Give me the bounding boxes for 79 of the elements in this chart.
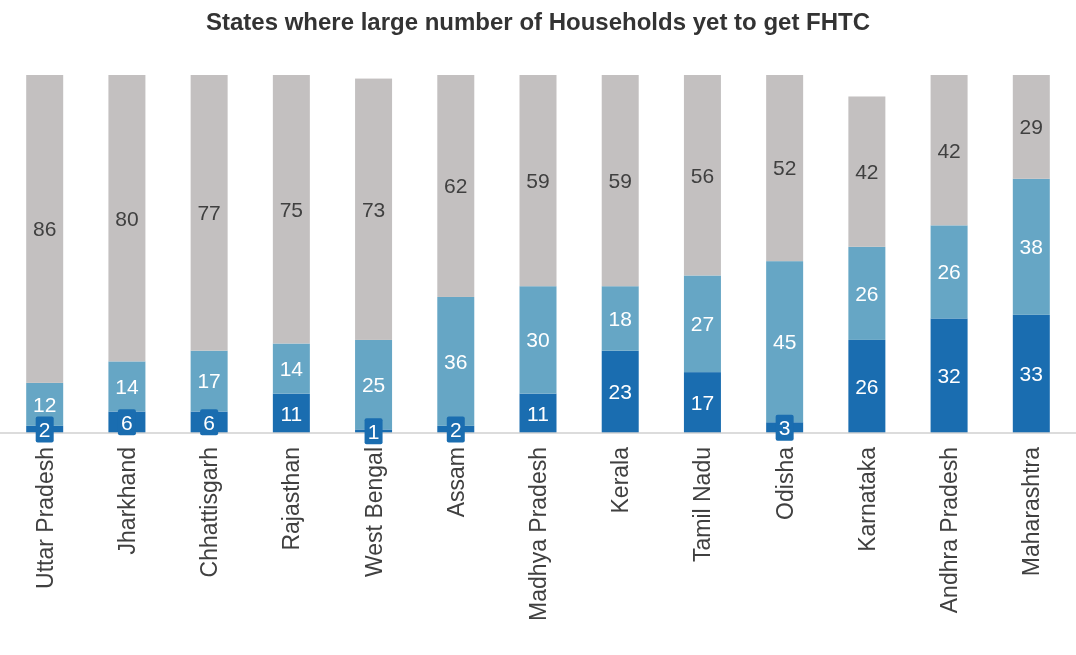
data-label: 42 [855,160,879,184]
data-label: 18 [608,306,632,330]
data-label: 38 [1019,235,1043,259]
data-label: 14 [279,356,304,380]
bar [930,225,968,319]
data-label: 11 [527,401,549,425]
data-label: 59 [608,168,632,192]
data-label: 86 [33,217,57,241]
bar [108,75,146,362]
data-label: 26 [937,260,961,284]
data-label: 32 [937,364,961,388]
data-label: 17 [690,390,715,414]
x-tick-label: Madhya Pradesh [525,447,551,621]
data-label: 42 [937,138,961,162]
data-label: 33 [1019,362,1043,386]
bar [272,343,310,394]
chart-title: States where large number of Households yet to get FHTC [205,8,871,35]
data-label: 6 [203,410,215,434]
bar [1012,314,1050,433]
x-tick-label: Maharashtra [1018,446,1045,577]
data-label: 77 [197,201,221,225]
x-tick-label: Tamil Nadu [689,447,716,563]
x-tick-label: Andhra Pradesh [936,447,963,614]
bar [848,96,886,247]
data-label: 17 [197,369,221,393]
bar [683,372,721,433]
bar [1012,178,1050,315]
data-label: 12 [33,392,57,416]
data-label: 14 [115,374,139,398]
data-label: 59 [526,168,550,192]
x-tick-label: Uttar Pradesh [31,447,58,589]
data-label: 25 [361,373,386,397]
x-tick-label: Odisha [771,446,798,520]
bar [437,75,475,297]
bar [190,75,228,351]
data-label: 3 [778,415,791,439]
x-tick-label: Chhattisgarh [196,447,223,578]
bar [766,75,804,262]
data-label: 26 [855,281,879,305]
bar [601,286,639,351]
data-label: 23 [608,380,632,404]
x-tick-label: Jharkhand [113,447,140,555]
x-tick-label: Rajasthan [278,447,305,551]
x-tick-label: West Bengal [360,447,387,577]
bar [930,75,968,226]
data-label: 62 [444,174,468,198]
bar [930,318,968,433]
x-tick-label: Kerala [607,446,634,514]
bar [355,78,393,340]
bar [519,75,557,287]
data-label: 45 [772,330,797,354]
bar [766,261,804,423]
data-label: 2 [449,417,462,441]
bar [848,246,886,340]
bar [272,75,310,344]
data-label: 30 [526,328,550,352]
x-tick-label: Karnataka [853,446,880,552]
data-label: 52 [772,156,797,180]
data-label: 56 [690,163,715,187]
data-label: 80 [115,206,139,230]
data-label: 73 [361,197,386,221]
data-label: 36 [444,349,468,373]
data-label: 27 [690,312,715,336]
data-label: 1 [367,419,380,443]
x-tick-label: Assam [442,447,469,518]
bar [26,75,64,383]
bar [601,75,639,287]
bar [601,350,639,433]
data-label: 29 [1019,115,1043,139]
bar [683,75,721,276]
bar [519,286,557,394]
data-label: 11 [280,401,303,425]
data-label: 26 [855,374,879,398]
data-label: 2 [38,417,51,441]
data-label: 6 [121,410,133,434]
bar [1012,75,1050,179]
bar [683,275,721,373]
bar [848,339,886,433]
data-label: 75 [279,197,304,221]
